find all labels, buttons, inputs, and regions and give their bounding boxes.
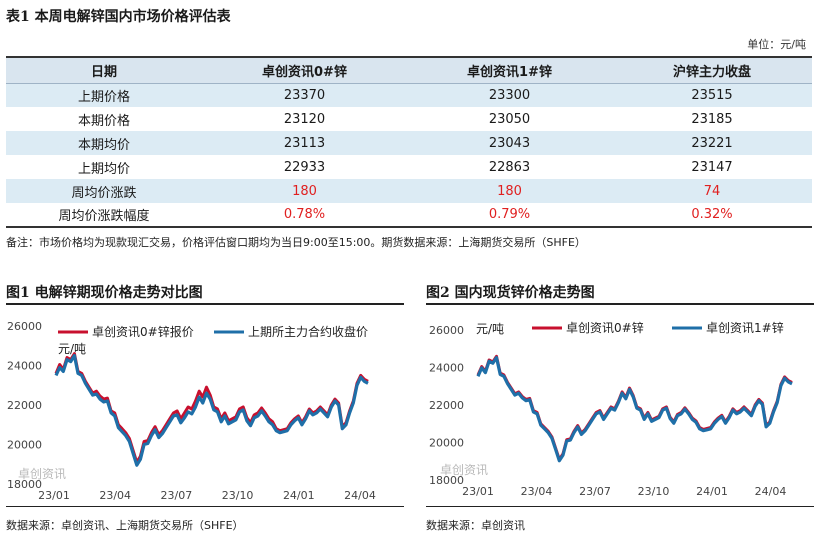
table-cell: 0.78% xyxy=(202,203,407,228)
y-unit-label: 元/吨 xyxy=(476,322,504,336)
table-row: 周均价涨跌幅度 0.78% 0.79% 0.32% xyxy=(6,203,812,228)
row-label: 周均价涨跌幅度 xyxy=(6,203,202,228)
table-cell: 0.32% xyxy=(612,203,812,228)
y-tick-label: 24000 xyxy=(7,360,42,373)
series-line-second xyxy=(476,355,793,463)
series-line-second xyxy=(54,353,369,467)
fig2-chart: 18000 20000 22000 24000 26000 卓创资讯 23/01 23/04 2… xyxy=(429,321,793,498)
fig1-source: 数据来源：卓创资讯、上海期货交易所（SHFE） xyxy=(6,519,244,532)
y-tick-label: 18000 xyxy=(7,478,42,491)
fig1-bottom-rule xyxy=(6,506,404,507)
table-cell: 23185 xyxy=(691,111,733,127)
unit-note: 单位：元/吨 xyxy=(747,38,806,51)
x-tick-label: 23/04 xyxy=(99,489,131,502)
header-zinc-0: 卓创资讯0#锌 xyxy=(202,56,407,84)
table-cell: 23147 xyxy=(691,159,733,175)
legend-label: 卓创资讯1#锌 xyxy=(706,321,784,335)
table-cell: 23370 xyxy=(202,83,407,107)
y-unit-label: 元/吨 xyxy=(58,342,86,356)
row-label: 本期价格 xyxy=(77,113,130,129)
table-cell: 23113 xyxy=(202,131,407,155)
table-cell: 23515 xyxy=(612,83,812,107)
x-tick-label: 24/04 xyxy=(755,485,787,498)
table-cell: 74 xyxy=(612,179,812,203)
y-tick-label: 22000 xyxy=(429,399,464,412)
table-row: 本期均价 23113 23043 23221 xyxy=(6,131,812,155)
table-cell: 23300 xyxy=(407,83,612,107)
fig2-title: 图2 国内现货锌价格走势图 xyxy=(426,285,595,301)
x-tick-label: 23/01 xyxy=(38,489,70,502)
x-tick-label: 23/07 xyxy=(579,485,611,498)
row-label: 本期均价 xyxy=(6,131,202,155)
table-cell: 23120 xyxy=(283,111,326,127)
x-tick-label: 23/04 xyxy=(521,485,553,498)
y-tick-label: 18000 xyxy=(429,474,464,487)
fig2-title-rule xyxy=(426,303,814,305)
x-tick-label: 23/10 xyxy=(638,485,670,498)
price-table: 日期 卓创资讯0#锌 卓创资讯1#锌 沪锌主力收盘 上期价格 23370 23300… xyxy=(6,56,812,228)
x-tick-label: 23/07 xyxy=(161,489,193,502)
y-tick-label: 20000 xyxy=(7,439,42,452)
table-row: 本期价格 23120 23050 23185 xyxy=(6,107,812,131)
table-cell: 23043 xyxy=(407,131,612,155)
fig1-title-rule xyxy=(6,303,404,305)
y-tick-label: 20000 xyxy=(429,437,464,450)
watermark-text: 卓创资讯 xyxy=(440,463,488,477)
table-footnote: 备注：市场价格均为现款现汇交易，价格评估窗口期均为当日9:00至15:00。期货… xyxy=(6,236,586,249)
header-date: 日期 xyxy=(6,56,202,84)
y-tick-label: 26000 xyxy=(7,320,42,333)
y-tick-label: 26000 xyxy=(429,324,464,337)
row-label: 周均价涨跌 xyxy=(6,179,202,203)
header-shfe-main: 沪锌主力收盘 xyxy=(612,56,812,84)
table-body: 上期价格 23370 23300 23515 本期价格 23120 23050 23185 本期… xyxy=(6,83,812,228)
table-title: 表1 本周电解锌国内市场价格评估表 xyxy=(6,9,231,25)
row-label: 上期均价 xyxy=(77,161,130,177)
table-row: 周均价涨跌 180 180 74 xyxy=(6,179,812,203)
table-cell: 23221 xyxy=(612,131,812,155)
table-cell: 0.79% xyxy=(407,203,612,228)
x-tick-label: 24/01 xyxy=(283,489,315,502)
y-tick-label: 22000 xyxy=(7,399,42,412)
table-cell: 22933 xyxy=(283,159,326,175)
fig1-title: 图1 电解锌期现价格走势对比图 xyxy=(6,285,203,301)
fig2-bottom-rule xyxy=(426,506,814,507)
legend-label: 上期所主力合约收盘价 xyxy=(248,324,368,339)
x-tick-label: 24/04 xyxy=(344,489,376,502)
table-row: 上期均价 22933 22863 23147 xyxy=(6,155,812,179)
watermark-text: 卓创资讯 xyxy=(18,467,66,481)
table-cell: 180 xyxy=(407,179,612,203)
table-cell: 23050 xyxy=(488,111,531,127)
table-row: 上期价格 23370 23300 23515 xyxy=(6,83,812,107)
x-tick-label: 24/01 xyxy=(696,485,728,498)
table-cell: 180 xyxy=(202,179,407,203)
fig2-source: 数据来源：卓创资讯 xyxy=(426,519,525,532)
y-tick-label: 24000 xyxy=(429,362,464,375)
legend-label: 卓创资讯0#锌 xyxy=(566,321,644,335)
fig1-chart: 18000 20000 22000 24000 26000 卓创资讯 23/01 23/04 2… xyxy=(7,320,376,502)
row-label: 上期价格 xyxy=(6,83,202,107)
x-tick-label: 23/10 xyxy=(222,489,254,502)
legend-label: 卓创资讯0#锌报价 xyxy=(92,324,194,339)
x-tick-label: 23/01 xyxy=(462,485,494,498)
table-cell: 22863 xyxy=(488,159,531,175)
header-zinc-1: 卓创资讯1#锌 xyxy=(407,56,612,84)
table-header-row: 日期 卓创资讯0#锌 卓创资讯1#锌 沪锌主力收盘 xyxy=(6,56,812,84)
